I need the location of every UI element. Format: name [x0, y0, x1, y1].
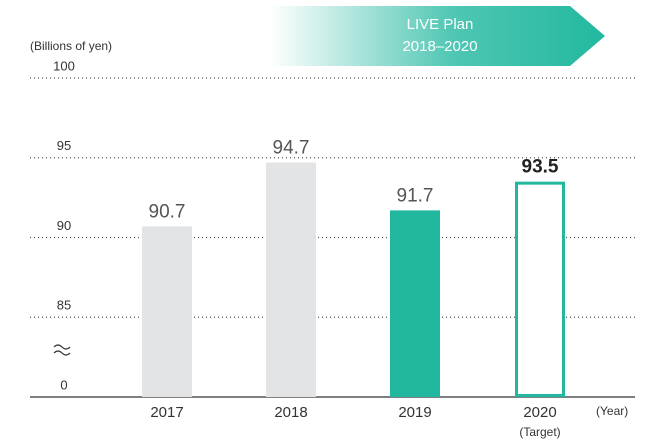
bar	[515, 181, 565, 397]
value-label: 94.7	[273, 138, 310, 159]
x-axis-label: (Year)	[596, 404, 628, 418]
bar	[390, 210, 440, 397]
banner-line1: LIVE Plan	[407, 16, 474, 33]
y-tick-label: 0	[60, 377, 67, 392]
axis-break	[53, 344, 71, 356]
value-label: 93.5	[522, 157, 559, 178]
y-tick-label: 85	[57, 298, 71, 313]
y-axis-label: (Billions of yen)	[30, 39, 112, 53]
banner-line2: 2018–2020	[402, 38, 477, 55]
y-tick-label: 95	[57, 138, 71, 153]
y-tick-label: 100	[53, 58, 75, 73]
x-tick-label: 2020	[523, 404, 556, 421]
bar	[142, 226, 192, 397]
bar	[266, 162, 316, 397]
x-tick-note: (Target)	[519, 425, 560, 439]
plan-banner	[270, 6, 605, 66]
x-tick-label: 2018	[274, 404, 307, 421]
value-label: 91.7	[397, 185, 434, 206]
x-tick-label: 2019	[398, 404, 431, 421]
x-tick-label: 2017	[150, 404, 183, 421]
y-tick-label: 90	[57, 218, 71, 233]
value-label: 90.7	[149, 201, 186, 222]
